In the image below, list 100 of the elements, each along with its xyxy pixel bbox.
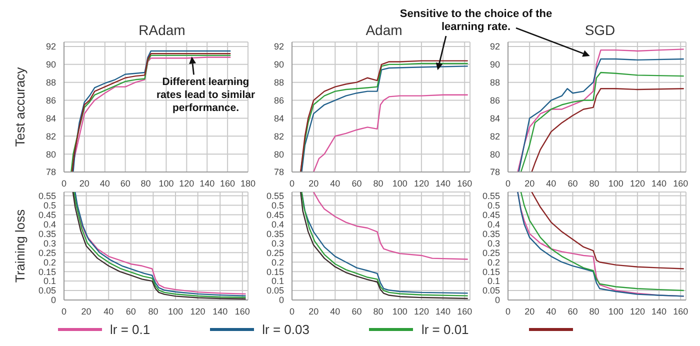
chart-title: Adam (366, 22, 402, 38)
y-tick-label: 0.35 (266, 228, 284, 239)
y-tick-label: 78 (490, 167, 500, 178)
y-tick-label: 0.5 (271, 200, 284, 210)
line-series (531, 88, 684, 172)
x-tick-label: 80 (373, 306, 384, 316)
y-tick-label: 86 (274, 95, 284, 106)
x-tick-label: 20 (524, 306, 535, 316)
x-tick-label: 120 (414, 178, 429, 188)
line-series (531, 192, 684, 270)
y-tick-label: 82 (46, 131, 56, 142)
y-tick-label: 0 (278, 295, 284, 306)
x-tick-label: 120 (179, 178, 194, 188)
y-tick-label: 80 (274, 149, 284, 160)
line-series (312, 94, 468, 172)
x-tick-label: 140 (436, 306, 451, 316)
y-tick-label: 84 (490, 113, 500, 124)
y-tick-label: 0.35 (482, 228, 500, 239)
x-tick-label: 160 (234, 306, 250, 316)
x-tick-label: 40 (100, 178, 110, 188)
x-tick-label: 140 (436, 178, 451, 188)
legend-label: lr = 0.1 (110, 322, 150, 337)
x-tick-label: 160 (457, 306, 472, 316)
x-tick-label: 20 (308, 178, 319, 188)
y-tick-label: 88 (490, 78, 500, 88)
x-tick-label: 0 (61, 306, 67, 316)
y-tick-label: 92 (490, 42, 500, 52)
y-tick-label: 0.1 (43, 276, 56, 286)
x-tick-label: 20 (524, 178, 535, 188)
x-tick-label: 120 (190, 306, 206, 316)
x-tick-label: 140 (200, 178, 215, 188)
x-tick-label: 100 (168, 306, 184, 316)
y-tick-label: 0.45 (38, 210, 56, 220)
y-tick-label: 90 (490, 60, 500, 70)
x-tick-label: 160 (220, 178, 236, 188)
y-tick-label: 0.2 (43, 257, 56, 268)
x-tick-label: 160 (673, 178, 688, 188)
x-tick-label: 60 (568, 306, 578, 316)
x-tick-label: 100 (392, 306, 408, 316)
x-tick-label: 120 (414, 306, 429, 316)
y-tick-label: 0.55 (266, 190, 284, 201)
x-tick-label: 80 (373, 178, 384, 188)
x-tick-label: 120 (630, 306, 645, 316)
x-tick-label: 80 (140, 178, 151, 188)
x-tick-label: 0 (505, 178, 511, 188)
y-tick-label: 0.5 (487, 200, 500, 210)
x-tick-label: 60 (352, 178, 362, 188)
x-tick-label: 0 (61, 178, 67, 188)
x-tick-label: 100 (608, 178, 624, 188)
y-tick-label: 0.15 (266, 266, 284, 277)
y-tick-label: 86 (490, 95, 500, 106)
y-tick-label: 0.45 (266, 210, 284, 220)
y-tick-label: 0.05 (266, 286, 284, 296)
y-tick-label: 0.5 (43, 200, 56, 210)
y-tick-label: 0.3 (487, 238, 500, 248)
y-tick-label: 84 (46, 113, 56, 124)
x-tick-label: 100 (392, 178, 408, 188)
x-tick-label: 160 (457, 178, 472, 188)
x-tick-label: 100 (158, 178, 174, 188)
x-tick-label: 60 (120, 178, 130, 188)
legend-label: lr = 0.01 (421, 322, 469, 337)
x-tick-label: 20 (308, 306, 319, 316)
x-tick-label: 100 (608, 306, 624, 316)
x-tick-label: 60 (126, 306, 136, 316)
y-tick-label: 88 (274, 78, 284, 88)
y-tick-label: 90 (46, 60, 56, 70)
y-tick-label: 0.25 (266, 248, 284, 258)
y-tick-label: 82 (490, 131, 500, 142)
y-tick-label: 0 (50, 295, 56, 306)
x-tick-label: 40 (546, 178, 556, 188)
y-tick-label: 84 (274, 113, 284, 124)
y-tick-label: 0.05 (482, 286, 500, 296)
annotation: Different learning rates lead to similar performance. (155, 76, 256, 115)
y-tick-label: 0.4 (487, 219, 500, 230)
x-tick-label: 0 (289, 178, 295, 188)
y-tick-label: 0.3 (43, 238, 56, 248)
x-tick-label: 140 (652, 306, 667, 316)
x-tick-label: 40 (330, 178, 340, 188)
x-tick-label: 60 (352, 306, 362, 316)
x-tick-label: 80 (148, 306, 158, 316)
y-axis-title: Training loss (12, 208, 28, 283)
y-tick-label: 0.05 (38, 286, 56, 296)
y-tick-label: 86 (46, 95, 56, 106)
y-tick-label: 78 (46, 167, 56, 178)
y-tick-label: 0.1 (271, 276, 284, 286)
y-tick-label: 90 (274, 60, 284, 70)
y-tick-label: 0.55 (482, 190, 500, 201)
y-tick-label: 0.2 (271, 257, 284, 268)
y-tick-label: 0.15 (38, 266, 56, 277)
y-axis-title: Test accuracy (12, 66, 28, 147)
x-tick-label: 60 (568, 178, 578, 188)
y-tick-label: 0.55 (38, 190, 56, 201)
x-tick-label: 40 (330, 306, 340, 316)
y-tick-label: 0.4 (271, 219, 284, 230)
y-tick-label: 0.25 (482, 248, 500, 258)
chart-title: SGD (584, 22, 616, 38)
x-tick-label: 20 (79, 178, 90, 188)
x-tick-label: 160 (673, 306, 688, 316)
line-series (312, 192, 468, 260)
chart-title: RAdam (138, 21, 186, 38)
